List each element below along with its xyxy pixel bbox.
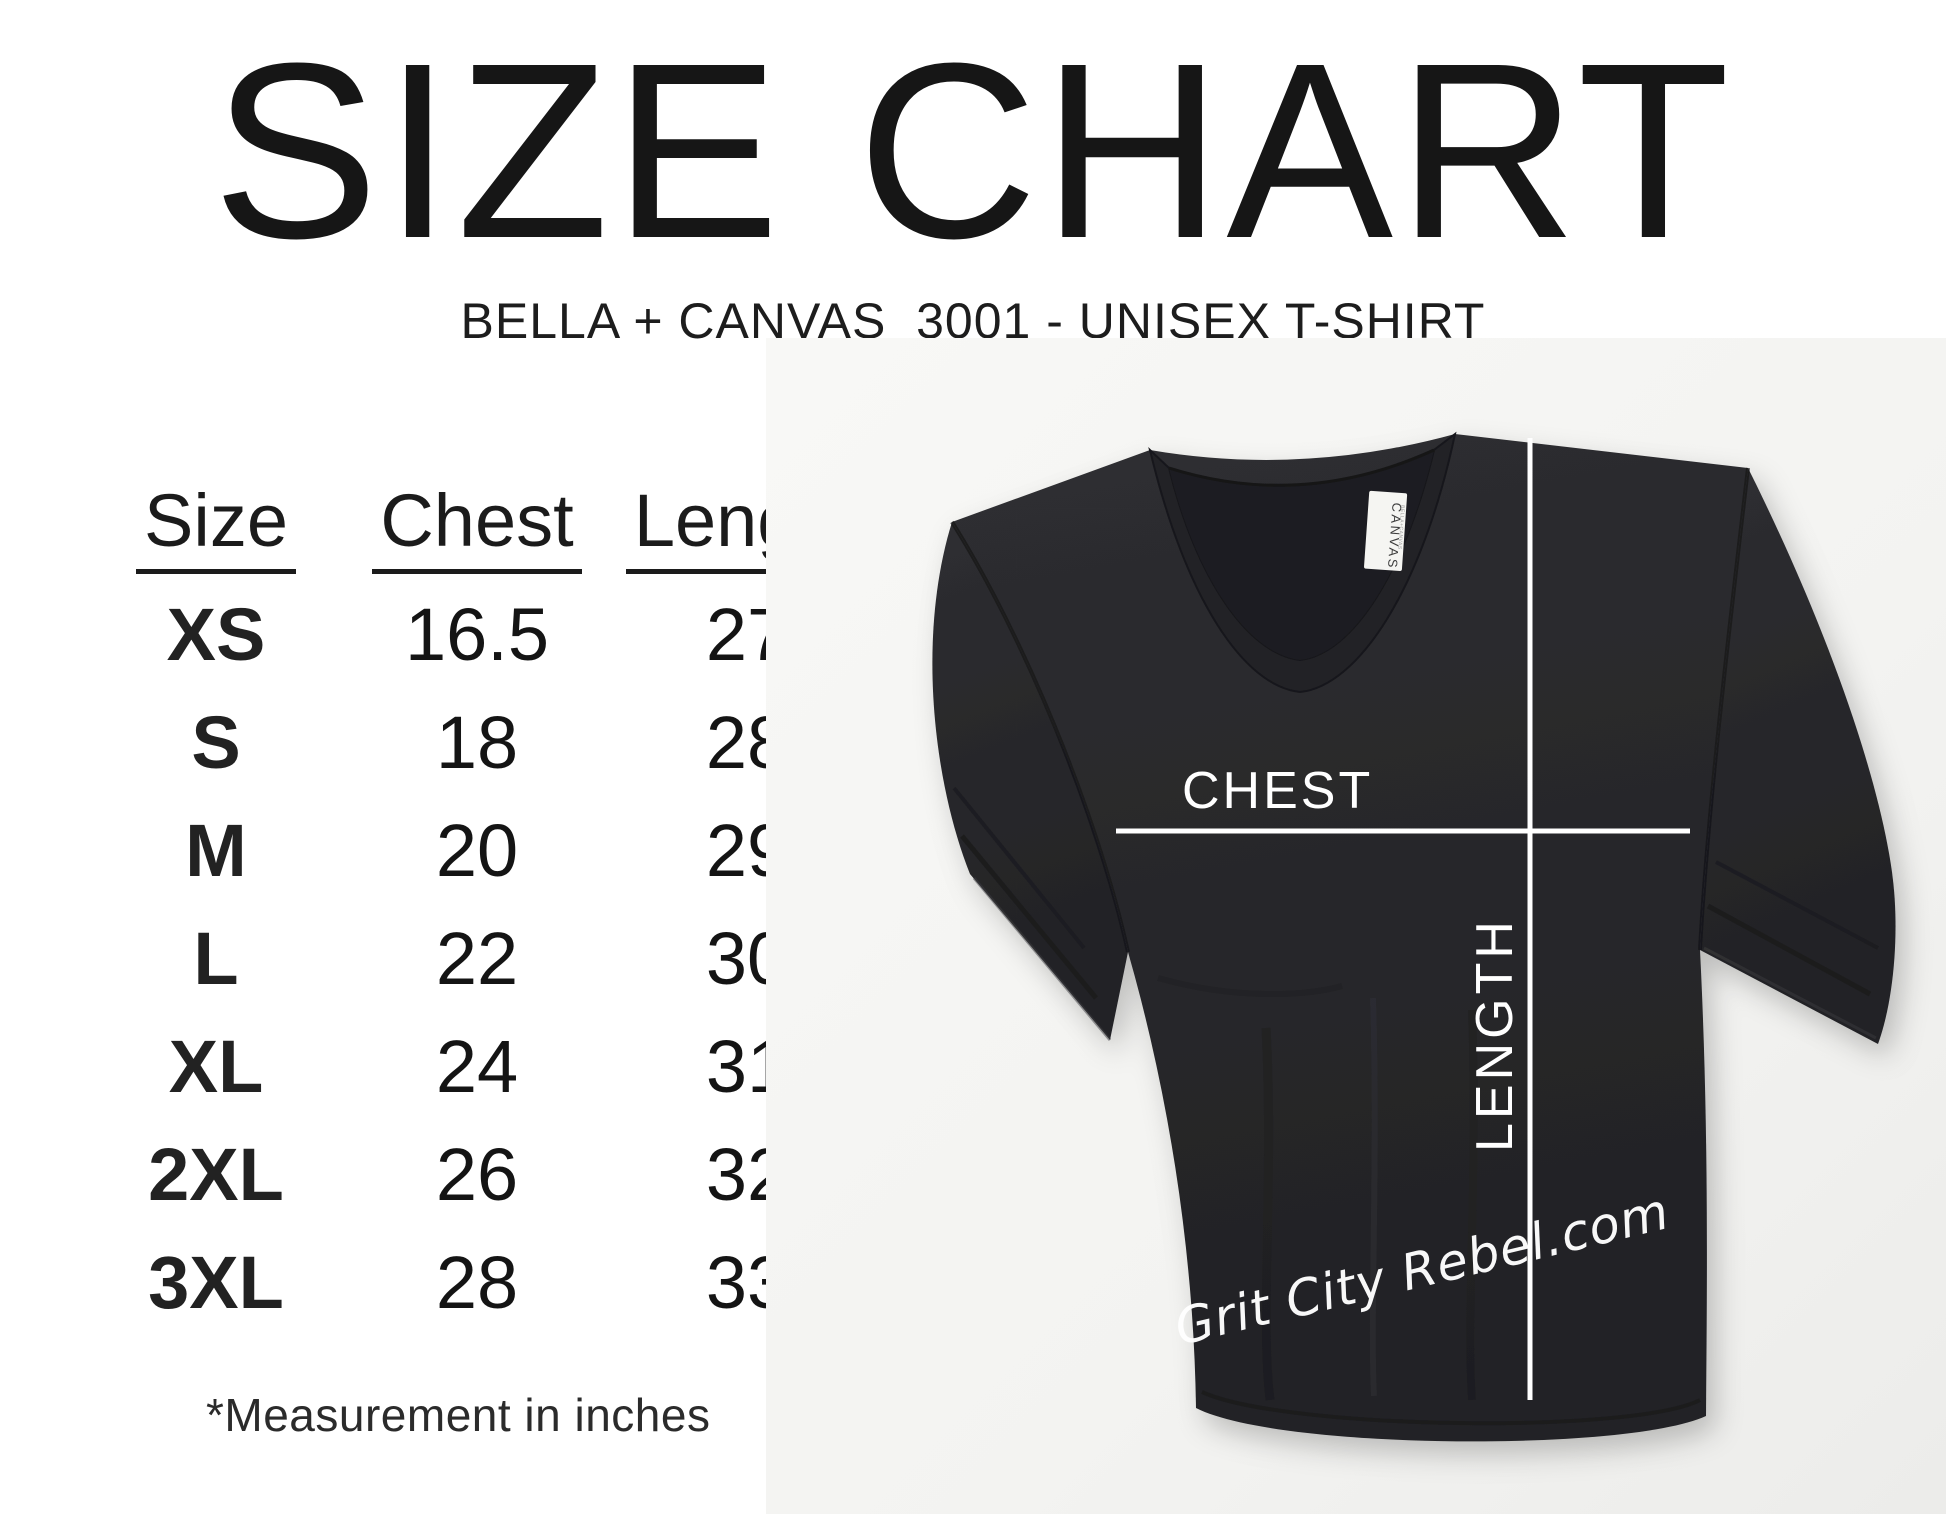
column-header-chest: Chest xyxy=(352,472,602,580)
chest-label: CHEST xyxy=(1182,762,1373,820)
page-title: SIZE CHART xyxy=(212,11,1734,290)
measurement-footnote: *Measurement in inches xyxy=(206,1389,711,1441)
chest-cell: 24 xyxy=(435,1024,519,1108)
column-header-chest-label: Chest xyxy=(372,478,582,574)
size-cell: M xyxy=(185,808,247,892)
size-cell: 2XL xyxy=(148,1132,284,1216)
size-cell: XL xyxy=(168,1024,264,1108)
length-label: LENGTH xyxy=(1466,917,1524,1152)
tshirt-graphic: CANVAS BELLA+CANVAS xyxy=(932,431,1896,1442)
chest-cell: 20 xyxy=(435,808,519,892)
size-cell: 3XL xyxy=(148,1240,284,1324)
size-cell: L xyxy=(193,916,239,1000)
size-cell: S xyxy=(191,700,241,784)
column-header-size-label: Size xyxy=(136,478,296,574)
chest-cell: 28 xyxy=(435,1240,519,1324)
chest-cell: 22 xyxy=(435,916,519,1000)
size-cell: XS xyxy=(166,592,266,676)
neck-tag-sub: BELLA+CANVAS xyxy=(1396,505,1405,550)
tshirt-photo: CANVAS BELLA+CANVAS CHEST LENGTH Grit Ci… xyxy=(766,338,1946,1514)
chest-cell: 26 xyxy=(435,1132,519,1216)
chest-cell: 18 xyxy=(435,700,519,784)
chest-cell: 16.5 xyxy=(404,592,550,676)
column-header-size: Size xyxy=(80,472,352,580)
neck-tag: CANVAS BELLA+CANVAS xyxy=(1364,490,1408,572)
neck-tag-brand: CANVAS xyxy=(1385,502,1405,570)
